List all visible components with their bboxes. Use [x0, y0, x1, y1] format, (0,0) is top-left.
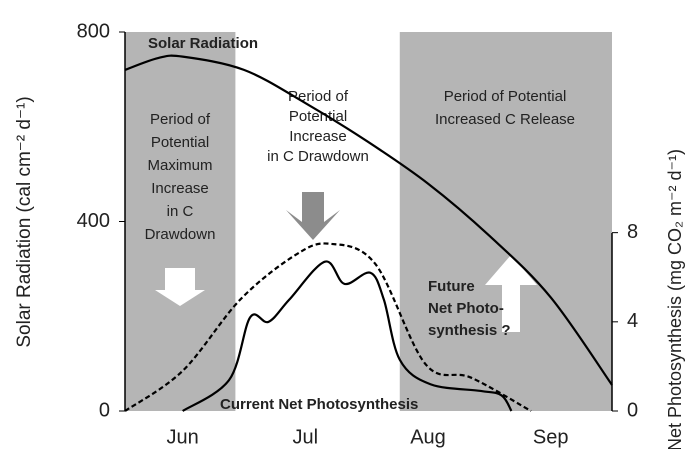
annotation: Increase — [289, 128, 347, 145]
y-axis-label: Solar Radiation (cal cm⁻² d⁻¹) — [14, 96, 35, 347]
period-label: Maximum — [147, 157, 212, 174]
series-line — [182, 260, 513, 412]
annotation: Potential — [289, 108, 347, 125]
annotation: in C Drawdown — [267, 148, 369, 165]
up-arrow — [485, 255, 537, 332]
x-tick-label: Jun — [167, 426, 199, 448]
y-tick-label: 0 — [99, 399, 110, 421]
annotation: Period of — [288, 88, 349, 105]
y2-tick-label: 0 — [627, 399, 638, 421]
bands: Period of Potential Maximum Increase in C Dra… — [125, 32, 612, 411]
series-label: Solar Radiation — [148, 35, 258, 52]
y-tick-label: 800 — [77, 20, 110, 42]
shaded-period — [125, 32, 236, 411]
x-tick-label: Aug — [410, 426, 446, 448]
shaded-period — [399, 32, 612, 411]
y-tick-label: 400 — [77, 210, 110, 232]
down-arrow — [155, 268, 205, 306]
period-label: Potential — [151, 134, 209, 151]
series-line — [124, 242, 532, 412]
y2-tick-label: 8 — [627, 221, 638, 243]
y2-tick-label: 4 — [627, 310, 638, 332]
y2-axis-label: Net Photosynthesis (mg CO₂ m⁻² d⁻¹) — [665, 149, 685, 449]
period-label: Period of Potential — [444, 88, 567, 105]
series-label: synthesis ? — [428, 322, 511, 339]
x-tick-label: Jul — [293, 426, 319, 448]
x-tick-label: Sep — [533, 426, 569, 448]
period-label: in C — [167, 203, 194, 220]
period-label: Increase — [151, 180, 209, 197]
series-label: Future — [428, 278, 475, 295]
period-label: Drawdown — [145, 226, 216, 243]
series-label: Current Net Photosynthesis — [220, 396, 418, 413]
series-label: Net Photo- — [428, 300, 504, 317]
period-label: Increased C Release — [435, 111, 575, 128]
period-label: Period of — [150, 111, 211, 128]
series-line — [124, 54, 613, 386]
down-arrow — [286, 192, 340, 240]
